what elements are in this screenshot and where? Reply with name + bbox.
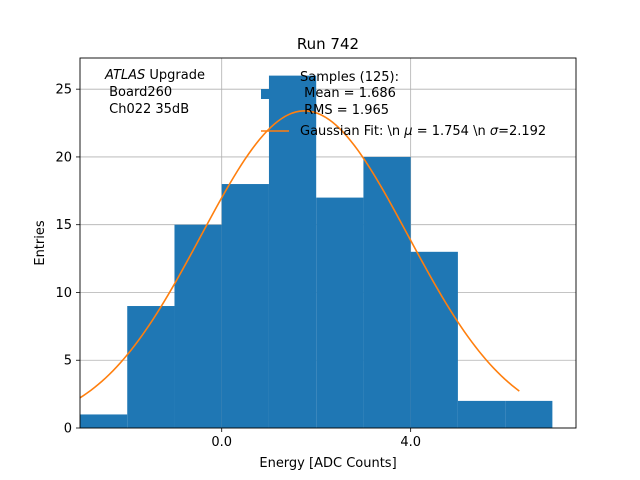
y-tick-label: 0 [64,422,72,437]
legend: Samples (125): Mean = 1.686 RMS = 1.965 … [261,70,546,139]
legend-samples-title: Samples (125): [300,70,399,85]
experiment-name: ATLAS [104,68,145,83]
histogram-bars [80,75,553,428]
annotation-board: Board260 [105,85,172,100]
x-axis-ticks: 0.0 4.0 [211,428,421,450]
legend-samples-mean: Mean = 1.686 [300,86,396,101]
legend-fit-sigma-symbol: σ [490,124,499,139]
y-tick-label: 15 [55,218,72,233]
y-axis-ticks: 0 5 10 15 20 25 [55,83,80,437]
histogram-bar [80,414,128,428]
gaussian-fit-curve [79,110,520,399]
y-tick-label: 25 [55,83,72,98]
histogram-bar [316,197,364,428]
histogram-bar [363,156,411,428]
y-tick-label: 5 [64,354,72,369]
histogram-bar [410,251,458,428]
histogram-bar [221,184,269,428]
legend-fit-text-a: Gaussian Fit: \n [300,124,404,139]
legend-fit-mu-symbol: μ [403,124,412,139]
chart-title: Run 742 [297,35,359,53]
annotation-line-1: ATLAS Upgrade [104,68,205,83]
legend-samples-patch [261,89,289,99]
legend-samples-rms: RMS = 1.965 [300,103,389,118]
legend-fit-text-b: = 1.754 \n [413,124,490,139]
x-tick-label: 0.0 [211,435,232,450]
y-tick-label: 10 [55,286,72,301]
plot-frame [79,57,577,429]
x-tick-label: 4.0 [400,435,421,450]
histogram-bar [174,224,222,428]
legend-fit-text-c: =2.192 [498,124,546,139]
x-axis-label: Energy [ADC Counts] [259,456,396,471]
histogram-bar [457,400,506,428]
legend-fit-label: Gaussian Fit: \n μ = 1.754 \n σ=2.192 [300,124,546,139]
histogram-bar [268,75,317,428]
histogram-bar [127,306,175,428]
y-axis-label: Entries [33,220,48,266]
experiment-annotation: ATLAS Upgrade Board260 Ch022 35dB [104,68,205,117]
y-tick-label: 20 [55,150,72,165]
annotation-channel: Ch022 35dB [105,102,189,117]
histogram-bar [505,400,553,428]
experiment-suffix: Upgrade [145,68,205,83]
